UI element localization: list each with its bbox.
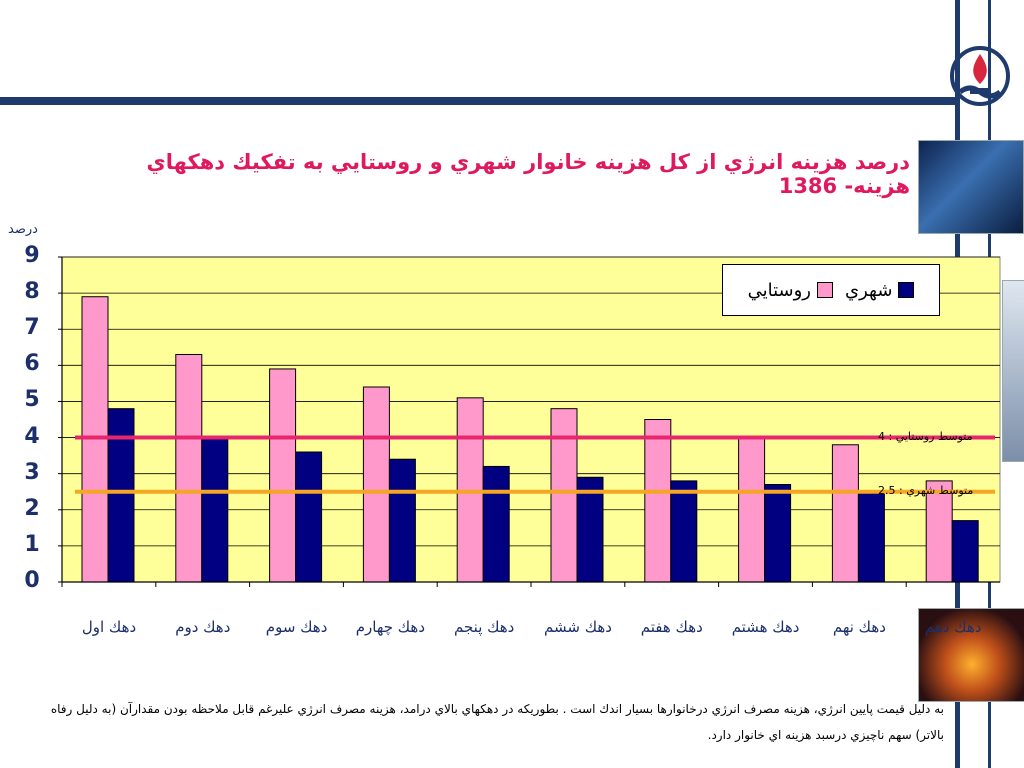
x-tick-label: دهك پنجم [437, 612, 531, 642]
legend-label-urban: شهري [845, 280, 892, 301]
rural-average-label: متوسط روستايي : 4 [878, 430, 973, 443]
bar-rural [551, 409, 577, 582]
x-tick-label: دهك چهارم [343, 612, 437, 642]
bar-urban [671, 481, 697, 582]
bar-urban [952, 521, 978, 582]
bar-urban [765, 485, 791, 583]
x-tick-label: دهك سوم [250, 612, 344, 642]
x-tick-label: دهك هفتم [625, 612, 719, 642]
legend-swatch-rural [817, 282, 833, 298]
bar-urban [389, 459, 415, 582]
bar-rural [832, 445, 858, 582]
bar-rural [176, 355, 202, 583]
bar-rural [645, 420, 671, 583]
footnote: به دليل قيمت پايين انرژي، هزينه مصرف انر… [28, 696, 944, 748]
urban-average-label: متوسط شهري : 2.5 [878, 484, 973, 497]
x-tick-label: دهك اول [62, 612, 156, 642]
bar-urban [483, 466, 509, 582]
bar-rural [270, 369, 296, 582]
x-tick-label: دهك دهم [906, 612, 1000, 642]
legend-swatch-urban [898, 282, 914, 298]
bar-urban [202, 438, 228, 582]
chart-legend: شهري روستايي [722, 264, 940, 316]
x-tick-label: دهك نهم [812, 612, 906, 642]
bar-rural [739, 438, 765, 582]
legend-item-rural: روستايي [748, 280, 833, 301]
x-tick-label: دهك ششم [531, 612, 625, 642]
bar-urban [108, 409, 134, 582]
legend-item-urban: شهري [845, 280, 914, 301]
x-tick-label: دهك دوم [156, 612, 250, 642]
bar-chart [0, 0, 1024, 768]
bar-urban [858, 492, 884, 582]
legend-label-rural: روستايي [748, 280, 811, 301]
bar-urban [296, 452, 322, 582]
bar-rural [363, 387, 389, 582]
x-tick-label: دهك هشتم [719, 612, 813, 642]
